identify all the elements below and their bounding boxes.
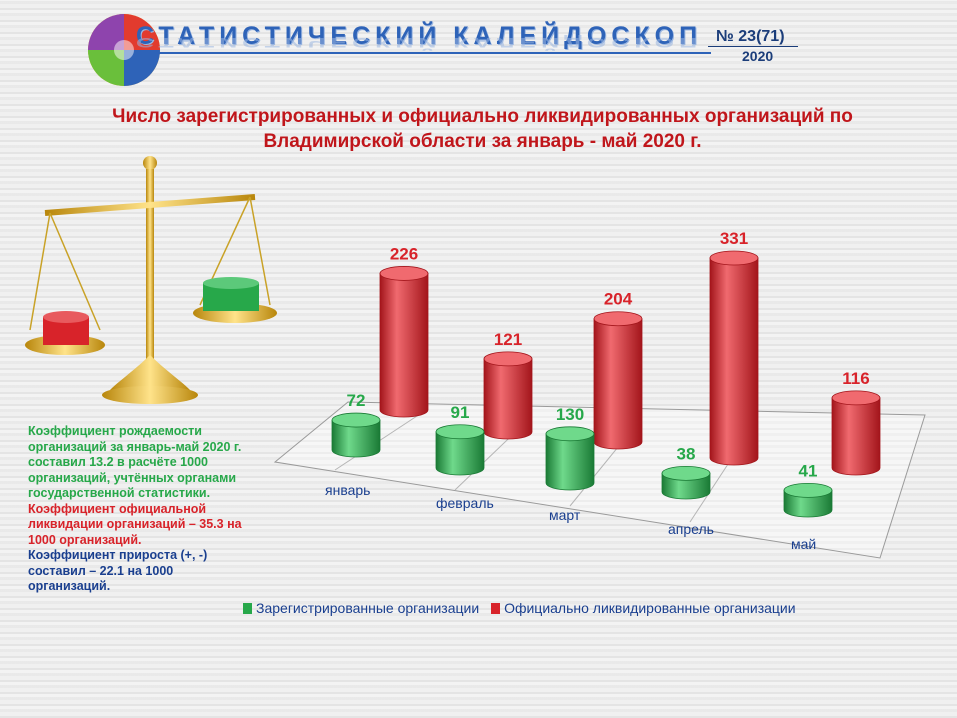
bar-liquidated-март: 204 [593, 290, 643, 450]
bar-body [545, 433, 595, 491]
bar-top [831, 390, 881, 406]
data-label: 121 [494, 330, 522, 349]
data-label: 91 [451, 403, 470, 422]
data-label: 116 [842, 369, 869, 388]
legend-swatch-registered [243, 603, 252, 614]
bar-body [435, 431, 485, 476]
bar-top [483, 351, 533, 367]
bar-liquidated-апрель: 331 [709, 229, 759, 466]
legend-label-registered: Зарегистрированные организации [256, 600, 480, 616]
kaleidoscope-logo-icon [88, 14, 160, 86]
bar-top [593, 311, 643, 327]
bar-top [435, 424, 485, 440]
bar-top [379, 266, 429, 281]
bar-body [709, 257, 759, 466]
header-title: СТАТИСТИЧЕСКИЙ КАЛЕЙДОСКОП [136, 22, 703, 50]
x-tick-label: апрель [668, 521, 714, 537]
bar-body [593, 318, 643, 450]
bar-registered-май: 41 [783, 461, 833, 518]
bar-body [783, 489, 833, 518]
bar-registered-апрель: 38 [661, 444, 711, 500]
legend-item-liquidated: Официально ликвидированные организации [491, 600, 796, 616]
bar-top [709, 250, 759, 266]
data-label: 41 [799, 461, 818, 480]
x-tick-label: март [549, 507, 581, 523]
issue-divider [708, 46, 798, 47]
bar-liquidated-февраль: 121 [483, 330, 533, 440]
bar-top [331, 412, 381, 428]
header-underline [136, 52, 711, 54]
birth-coefficient-text: Коэффициент рождаемости организаций за я… [28, 424, 242, 500]
data-label: 204 [604, 290, 633, 309]
x-tick-label: февраль [436, 495, 494, 511]
coefficients-text: Коэффициент рождаемости организаций за я… [28, 424, 253, 595]
data-label: 130 [556, 405, 584, 424]
chart-legend: Зарегистрированные организации Официальн… [243, 600, 804, 616]
bar-liquidated-май: 116 [831, 369, 881, 476]
data-label: 72 [347, 391, 366, 410]
bar-top [545, 426, 595, 442]
x-tick-label: январь [325, 482, 370, 498]
balance-scale-icon [25, 156, 277, 404]
bar-top [783, 482, 833, 498]
bar-body [831, 397, 881, 476]
bar-body [379, 273, 429, 418]
bar-registered-февраль: 91 [435, 403, 485, 476]
bar-body [483, 358, 533, 440]
issue-number: № 23(71) [716, 28, 785, 45]
legend-swatch-liquidated [491, 603, 501, 614]
bar-body [331, 419, 381, 458]
bar-top [661, 465, 711, 481]
x-tick-label: май [791, 536, 816, 552]
legend-label-liquidated: Официально ликвидированные организации [504, 600, 796, 616]
data-label: 226 [390, 244, 418, 263]
data-label: 38 [677, 444, 696, 463]
issue-year: 2020 [742, 48, 774, 64]
bar-liquidated-январь: 226 [379, 244, 429, 418]
bar-registered-январь: 72 [331, 391, 381, 458]
legend-item-registered: Зарегистрированные организации [243, 600, 483, 616]
bar-registered-март: 130 [545, 405, 595, 491]
liquidation-coefficient-text: Коэффициент официальной ликвидации орган… [28, 501, 242, 547]
growth-coefficient-text: Коэффициент прироста (+, -) составил – 2… [28, 548, 208, 593]
chart-title: Число зарегистрированных и официально ли… [112, 106, 853, 152]
data-label: 331 [720, 229, 748, 248]
